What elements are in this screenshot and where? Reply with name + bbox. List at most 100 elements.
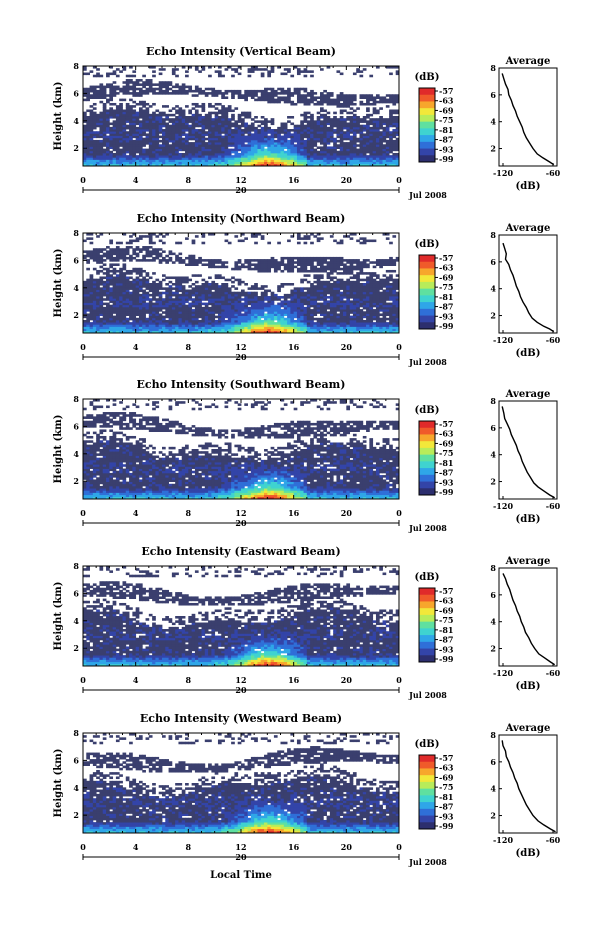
heatmap-cell — [96, 296, 100, 299]
heatmap-cell — [201, 309, 206, 312]
heatmap-cell — [313, 131, 318, 134]
heatmap-cell — [366, 133, 370, 136]
heatmap-cell — [217, 259, 222, 262]
heatmap-cell — [234, 313, 239, 316]
heatmap — [83, 66, 400, 167]
heatmap-cell — [106, 246, 110, 249]
heatmap-cell — [306, 116, 311, 119]
heatmap-cell — [372, 146, 377, 149]
heatmap-cell — [283, 133, 288, 136]
heatmap-cell — [83, 142, 87, 145]
heatmap-cell — [99, 276, 104, 280]
heatmap-cell — [392, 131, 397, 134]
heatmap-cell — [300, 139, 304, 143]
heatmap-cell — [198, 159, 202, 163]
heatmap-cell — [336, 124, 341, 128]
heatmap-cell — [333, 161, 337, 165]
heatmap-cell — [283, 146, 288, 149]
heatmap-cell — [96, 317, 100, 321]
heatmap-cell — [300, 159, 304, 163]
heatmap-cell — [142, 163, 146, 167]
heatmap-cell — [214, 113, 219, 117]
heatmap-cell — [247, 302, 252, 306]
heatmap-cell — [296, 137, 301, 141]
heatmap-cell — [254, 304, 258, 308]
heatmap-cell — [300, 100, 304, 104]
heatmap-cell — [145, 272, 150, 275]
heatmap-cell — [125, 102, 130, 106]
heatmap-cell — [339, 159, 344, 163]
heatmap-cell — [102, 283, 107, 286]
heatmap-cell — [267, 87, 272, 91]
heatmap-cell — [257, 259, 262, 262]
heatmap-cell — [112, 300, 117, 303]
heatmap-cell — [395, 139, 400, 143]
heatmap-cell — [241, 118, 245, 121]
heatmap-cell — [162, 139, 166, 143]
heatmap-cell — [148, 133, 153, 136]
heatmap-cell — [267, 131, 272, 134]
heatmap-cell — [188, 150, 193, 154]
colorbar-tick-label: -87 — [439, 135, 453, 145]
heatmap-cell — [102, 113, 107, 117]
colorbar-swatch — [419, 114, 435, 123]
heatmap-cell — [359, 157, 364, 160]
heatmap-cell — [280, 98, 285, 102]
heatmap-cell — [165, 139, 169, 143]
heatmap-cell — [115, 283, 120, 286]
heatmap-cell — [204, 146, 209, 149]
heatmap-cell — [227, 313, 232, 316]
heatmap-cell — [171, 293, 176, 297]
heatmap-cell — [115, 274, 120, 277]
heatmap-cell — [102, 94, 107, 97]
heatmap-cell — [395, 137, 400, 141]
heatmap-cell — [352, 137, 357, 141]
heatmap-cell — [264, 68, 268, 71]
heatmap-cell — [96, 135, 100, 139]
heatmap-cell — [250, 319, 255, 323]
heatmap-cell — [369, 159, 374, 163]
heatmap-cell — [109, 330, 114, 334]
heatmap-cell — [102, 107, 107, 110]
heatmap-cell — [296, 159, 301, 163]
heatmap-cell — [109, 252, 114, 256]
heatmap-cell — [310, 126, 314, 130]
heatmap-cell — [119, 293, 123, 297]
heatmap-cell — [385, 144, 390, 147]
heatmap-cell — [395, 152, 400, 156]
heatmap-cell — [346, 98, 351, 102]
heatmap-cell — [142, 89, 146, 93]
heatmap-cell — [138, 79, 143, 82]
heatmap-cell — [125, 107, 130, 110]
heatmap-cell — [260, 96, 265, 99]
heatmap-cell — [129, 254, 133, 258]
heatmap-cell — [145, 291, 150, 295]
heatmap-cell — [211, 146, 216, 149]
heatmap-cell — [102, 272, 107, 275]
heatmap-cell — [313, 135, 318, 139]
heatmap-cell — [214, 133, 219, 136]
heatmap-cell — [221, 113, 225, 117]
heatmap-cell — [86, 254, 90, 258]
heatmap-cell — [165, 126, 169, 130]
heatmap-cell — [142, 105, 146, 108]
heatmap-cell — [372, 135, 377, 139]
heatmap-cell — [375, 144, 380, 147]
heatmap-cell — [303, 89, 308, 93]
heatmap-cell — [155, 326, 160, 330]
heatmap-cell — [89, 315, 94, 319]
heatmap-cell — [224, 322, 229, 325]
heatmap-cell — [392, 152, 397, 156]
heatmap-cell — [178, 113, 183, 117]
heatmap-cell — [155, 146, 160, 149]
heatmap-cell — [129, 66, 133, 69]
heatmap-cell — [231, 68, 235, 71]
heatmap-cell — [142, 254, 146, 258]
heatmap-cell — [250, 137, 255, 141]
heatmap-cell — [138, 129, 143, 132]
heatmap-cell — [191, 129, 196, 132]
heatmap-cell — [287, 155, 291, 158]
heatmap-cell — [224, 124, 229, 128]
heatmap-cell — [303, 68, 308, 71]
heatmap-cell — [359, 135, 364, 139]
